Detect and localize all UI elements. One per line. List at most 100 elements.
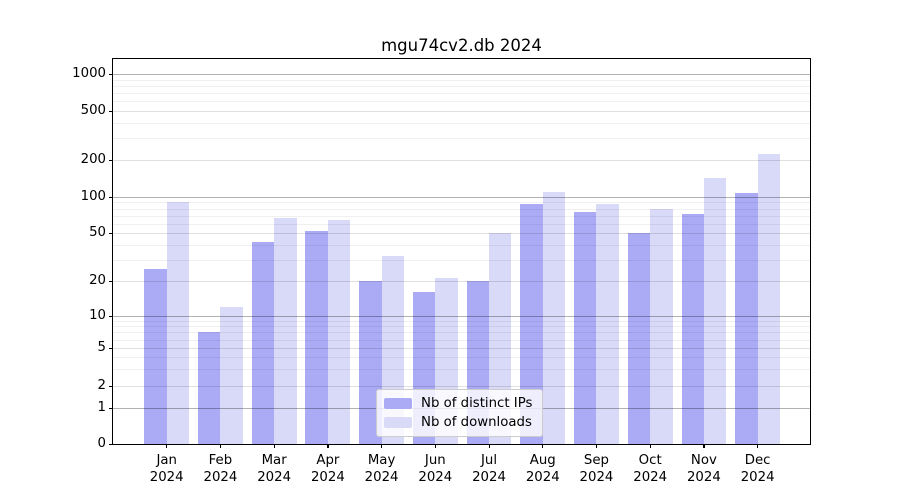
- bar-mar-downloads: [274, 217, 297, 444]
- bar-dec-downloads: [757, 154, 780, 444]
- y-tick-label-2: 2: [97, 378, 106, 393]
- y-minor-gridline-3: [113, 369, 810, 371]
- y-tick-label-20: 20: [89, 273, 106, 288]
- x-tick-mark-jan: [166, 444, 168, 448]
- x-tick-year: 2024: [525, 470, 560, 485]
- x-tick-year: 2024: [364, 470, 399, 485]
- x-tick-mark-feb: [219, 444, 222, 448]
- y-minor-gridline-60: [113, 223, 810, 225]
- bar-dec-distinct-ips: [735, 192, 758, 444]
- y-gridline-200: [113, 160, 810, 161]
- x-tick-mark-jul: [488, 444, 490, 448]
- x-tick-label-may: May 2024: [352, 452, 412, 486]
- y-gridline-100: [113, 197, 810, 198]
- x-tick-label-oct: Oct 2024: [620, 452, 680, 486]
- y-tick-label-500: 500: [80, 103, 106, 118]
- bar-nov-downloads: [703, 177, 727, 444]
- bar-mar-distinct-ips: [251, 242, 275, 444]
- x-tick-year: 2024: [633, 470, 668, 485]
- plot-area: Nb of distinct IPs Nb of downloads: [112, 58, 811, 445]
- y-minor-gridline-9: [113, 320, 810, 322]
- y-minor-gridline-6: [113, 339, 810, 341]
- x-tick-year: 2024: [257, 470, 292, 485]
- x-tick-month: Feb: [208, 453, 233, 468]
- y-tick-label-1000: 1000: [72, 66, 106, 81]
- legend-label: Nb of downloads: [421, 415, 532, 430]
- x-tick-label-aug: Aug 2024: [513, 452, 573, 486]
- y-minor-gridline-300: [113, 138, 810, 140]
- y-minor-gridline-4: [113, 357, 810, 359]
- bar-oct-distinct-ips: [627, 233, 651, 444]
- x-tick-month: Apr: [316, 453, 340, 468]
- y-tick-label-5: 5: [97, 340, 106, 355]
- y-tick-label-0: 0: [97, 436, 106, 451]
- x-tick-year: 2024: [149, 470, 184, 485]
- y-minor-gridline-8: [113, 326, 810, 328]
- x-tick-label-jan: Jan 2024: [137, 452, 197, 486]
- bar-jan-downloads: [166, 202, 190, 444]
- x-tick-mark-jun: [434, 444, 436, 448]
- y-gridline-2: [113, 386, 810, 387]
- y-tick-mark-50: [109, 232, 113, 234]
- y-minor-gridline-7: [113, 332, 810, 334]
- y-minor-gridline-80: [113, 208, 810, 210]
- y-tick-mark-10: [109, 315, 113, 317]
- x-tick-year: 2024: [579, 470, 614, 485]
- x-tick-label-jun: Jun 2024: [405, 452, 465, 486]
- bar-may-distinct-ips: [359, 281, 382, 444]
- y-gridline-500: [113, 111, 810, 112]
- x-tick-month: Oct: [638, 453, 662, 468]
- legend-label: Nb of distinct IPs: [421, 396, 533, 411]
- bar-apr-distinct-ips: [305, 230, 328, 444]
- y-minor-gridline-400: [113, 122, 810, 124]
- y-tick-mark-500: [109, 110, 113, 112]
- x-tick-label-jul: Jul 2024: [459, 452, 519, 486]
- x-tick-mark-aug: [542, 444, 544, 448]
- legend-row-downloads: Nb of downloads: [384, 414, 534, 431]
- y-tick-label-100: 100: [80, 189, 106, 204]
- x-tick-label-feb: Feb 2024: [190, 452, 250, 486]
- x-tick-year: 2024: [418, 470, 453, 485]
- x-tick-label-mar: Mar 2024: [244, 452, 304, 486]
- bar-aug-distinct-ips: [520, 203, 543, 444]
- x-tick-mark-apr: [327, 444, 329, 448]
- y-tick-mark-2: [109, 385, 113, 387]
- x-tick-month: Dec: [744, 453, 771, 468]
- y-minor-gridline-800: [113, 85, 810, 87]
- x-tick-month: Aug: [529, 453, 556, 468]
- x-tick-label-dec: Dec 2024: [728, 452, 788, 486]
- x-tick-year: 2024: [740, 470, 775, 485]
- x-tick-mark-may: [381, 444, 383, 448]
- x-tick-mark-dec: [757, 444, 759, 448]
- y-tick-label-50: 50: [89, 225, 106, 240]
- y-tick-mark-5: [109, 347, 113, 349]
- bar-oct-downloads: [650, 208, 673, 444]
- x-tick-mark-sep: [595, 444, 598, 448]
- y-gridline-5: [113, 348, 810, 349]
- y-minor-gridline-600: [113, 101, 810, 103]
- x-tick-mark-nov: [703, 444, 705, 448]
- y-tick-mark-100: [109, 196, 113, 198]
- y-tick-label-10: 10: [89, 308, 106, 323]
- y-gridline-10: [113, 316, 810, 317]
- bar-aug-downloads: [542, 191, 566, 444]
- x-tick-year: 2024: [686, 470, 721, 485]
- y-tick-mark-1000: [109, 73, 113, 75]
- y-tick-mark-1: [109, 407, 113, 409]
- x-tick-month: Nov: [690, 453, 717, 468]
- bar-apr-downloads: [327, 220, 351, 444]
- x-tick-label-apr: Apr 2024: [298, 452, 358, 486]
- legend-swatch: [384, 417, 412, 428]
- legend-row-distinct-ips: Nb of distinct IPs: [384, 395, 534, 412]
- legend: Nb of distinct IPs Nb of downloads: [376, 389, 543, 437]
- x-tick-label-nov: Nov 2024: [674, 452, 734, 486]
- x-tick-mark-mar: [273, 444, 275, 448]
- legend-swatch: [384, 398, 412, 409]
- x-tick-month: Jan: [156, 453, 177, 468]
- x-tick-month: Sep: [583, 453, 609, 468]
- bar-sep-downloads: [596, 204, 619, 444]
- chart-title: mgu74cv2.db 2024: [381, 36, 542, 55]
- bar-jan-distinct-ips: [144, 269, 167, 444]
- x-tick-year: 2024: [310, 470, 345, 485]
